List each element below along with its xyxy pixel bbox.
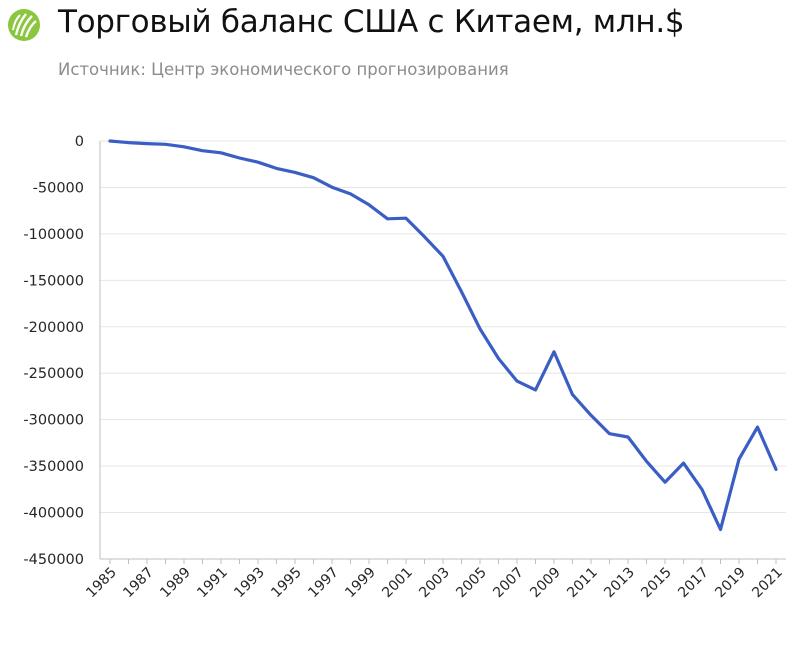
y-tick-label: -150000: [23, 273, 84, 289]
x-tick-label: 2015: [638, 565, 675, 602]
x-axis-ticks: 1985 1987 1989 1991 1993 1995 1997 1999 2001 2003…: [83, 565, 786, 602]
x-tick-label: 2011: [564, 565, 601, 602]
chart-title: Торговый баланс США с Китаем, млн.$: [58, 4, 685, 40]
y-tick-label: -100000: [23, 227, 84, 243]
x-tick-label: 2003: [416, 565, 453, 602]
chart-subtitle: Источник: Центр экономического прогнозир…: [58, 60, 509, 79]
y-tick-label: -250000: [23, 366, 84, 382]
x-tick-label: 2019: [712, 565, 749, 602]
y-tick-label: -50000: [33, 180, 84, 196]
y-tick-label: -400000: [23, 506, 84, 522]
series-line: [108, 139, 778, 532]
y-axis-ticks: 0 -50000 -100000 -150000 -200000 -250000 -3000…: [23, 134, 84, 568]
gridlines: [99, 140, 786, 560]
x-tick-label: 2005: [453, 565, 490, 602]
x-tick-label: 2021: [749, 565, 786, 602]
logo-icon: [8, 9, 40, 41]
x-tick-label: 2009: [527, 565, 564, 602]
x-axis-tick-marks: [109, 559, 777, 564]
y-tick-label: -200000: [23, 320, 84, 336]
y-tick-label: -300000: [23, 413, 84, 429]
y-tick-label: -350000: [23, 459, 84, 475]
data-points: [109, 140, 778, 531]
x-tick-label: 1997: [305, 565, 342, 602]
x-tick-label: 1985: [83, 565, 120, 602]
x-tick-label: 2013: [601, 565, 638, 602]
x-tick-label: 1989: [157, 565, 194, 602]
x-tick-label: 2001: [379, 565, 416, 602]
y-tick-label: 0: [75, 134, 84, 150]
x-tick-label: 2017: [675, 565, 712, 602]
x-tick-label: 2007: [490, 565, 527, 602]
x-tick-label: 1999: [342, 565, 379, 602]
x-tick-label: 1995: [268, 565, 305, 602]
x-tick-label: 1991: [194, 565, 231, 602]
y-tick-label: -450000: [23, 552, 84, 568]
x-tick-label: 1987: [120, 565, 157, 602]
x-tick-label: 1993: [231, 565, 268, 602]
